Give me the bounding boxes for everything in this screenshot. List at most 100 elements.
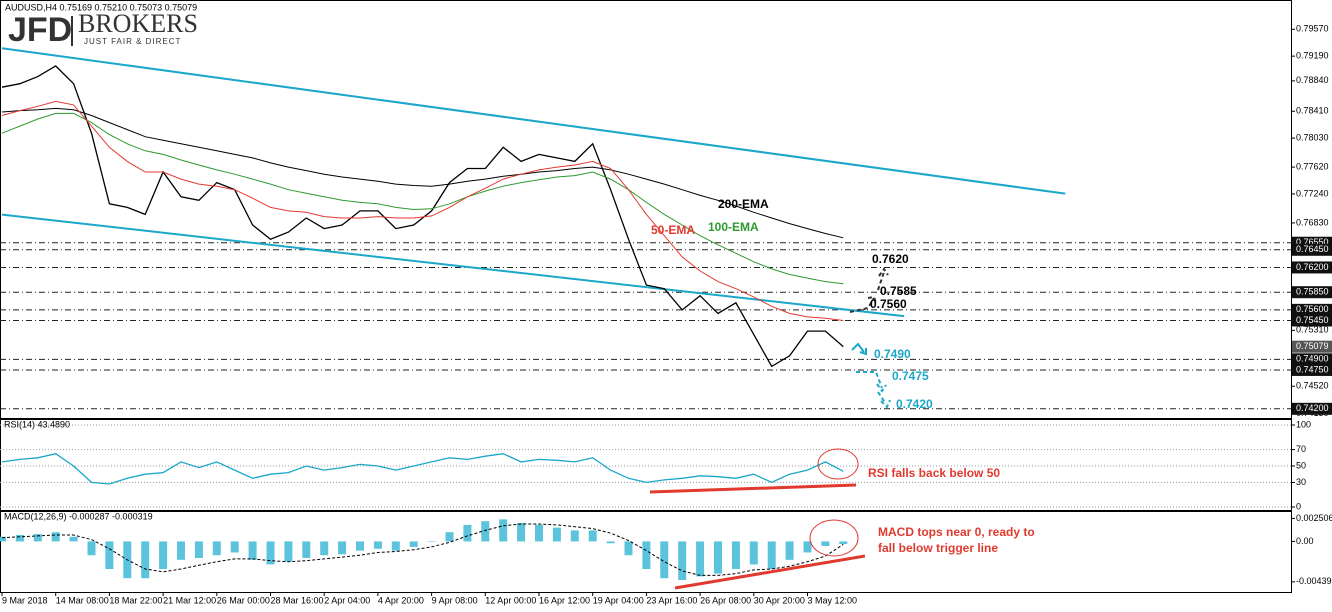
histogram-bar: [105, 541, 114, 570]
y-tick-label: 0.79190: [1296, 51, 1329, 61]
y-tick-label: 30: [1296, 477, 1306, 487]
histogram-bar: [606, 541, 615, 544]
histogram-bar: [642, 541, 651, 570]
histogram-bar: [230, 541, 239, 553]
histogram-bar: [821, 541, 830, 547]
macd-annotation: MACD tops near 0, ready to: [878, 525, 1035, 539]
histogram-bar: [302, 541, 311, 558]
histogram-bar: [552, 527, 561, 542]
macd-trendline: [674, 554, 866, 590]
histogram-bar: [535, 524, 543, 542]
x-tick-label: 12 Apr 00:00: [485, 595, 536, 605]
logo-tagline: JUST FAIR & DIRECT: [84, 37, 181, 46]
channel-line: [1, 213, 905, 318]
histogram-bar: [15, 534, 24, 542]
ema200-label: 200-EMA: [718, 197, 769, 211]
price-line: [1, 65, 844, 368]
histogram-bar: [517, 523, 526, 542]
last-price-box: [1292, 340, 1332, 353]
y-tick-label: 0.78410: [1296, 106, 1329, 116]
histogram-bar: [427, 541, 436, 542]
y-tick-label: 100: [1296, 419, 1311, 429]
histogram-bar: [338, 541, 347, 555]
level-box: [1292, 402, 1332, 415]
histogram-bar: [69, 536, 78, 542]
histogram-bar: [696, 541, 705, 577]
histogram-bar: [445, 532, 454, 542]
price-panel: [0, 0, 1292, 419]
x-tick-label: 18 Mar 22:00: [109, 595, 162, 605]
y-tick-label: 0.74520: [1296, 381, 1329, 391]
series-line: [1, 100, 844, 321]
y-tick-label: 50: [1296, 460, 1306, 470]
signal-line: [1, 523, 844, 576]
x-tick-label: 21 Mar 12:00: [163, 595, 216, 605]
level-box: [1292, 261, 1332, 274]
channel-line: [1, 47, 1066, 195]
histogram-bar: [624, 541, 633, 556]
arrow-down-3: [877, 391, 891, 409]
level-label: 0.75850: [1296, 287, 1329, 297]
y-tick-label: 0: [1296, 501, 1301, 511]
scenario-label: 0.7475: [892, 369, 929, 383]
arrow-up-2: [877, 267, 889, 291]
histogram-bar: [194, 541, 203, 558]
histogram-bar: [785, 541, 794, 560]
y-tick-label: 0.76830: [1296, 217, 1329, 227]
level-box: [1292, 243, 1332, 256]
level-box: [1292, 353, 1332, 366]
histogram-bar: [284, 541, 293, 562]
histogram-bar: [373, 541, 382, 549]
histogram-bar: [409, 541, 418, 547]
level-label: 0.76450: [1296, 244, 1329, 254]
y-tick-label: -0.004396: [1296, 576, 1332, 586]
x-tick-label: 16 Apr 12:00: [539, 595, 590, 605]
y-tick-label: 0.77620: [1296, 161, 1329, 171]
histogram-bar: [51, 532, 60, 542]
x-tick-label: 3 May 12:00: [808, 595, 858, 605]
level-label: 0.76550: [1296, 237, 1329, 247]
arrow-up-1: [849, 295, 877, 313]
histogram-bar: [33, 534, 42, 542]
histogram-bar: [177, 541, 185, 560]
level-box: [1292, 314, 1332, 327]
histogram-bar: [481, 521, 490, 542]
histogram-bar: [570, 530, 579, 542]
y-tick-label: 0.75310: [1296, 325, 1329, 335]
macd-circle: [809, 519, 859, 557]
y-tick-label: 0.00: [1296, 536, 1314, 546]
x-tick-label: 4 Apr 20:00: [378, 595, 424, 605]
rsi-annotation: RSI falls back below 50: [868, 466, 1000, 480]
histogram-bar: [660, 541, 669, 579]
histogram-bar: [463, 524, 472, 542]
y-tick-label: 0.002506: [1296, 513, 1332, 523]
plot-layer: 0.79570 0.79190 0.78840 0.78410 0.78030 0.776…: [0, 24, 1332, 605]
level-box: [1292, 286, 1332, 299]
x-tick-label: 30 Apr 20:00: [754, 595, 805, 605]
level-label: 0.74750: [1296, 364, 1329, 374]
x-tick-label: 14 Mar 08:00: [56, 595, 109, 605]
rsi-panel: [0, 419, 1292, 511]
histogram-bar: [839, 541, 848, 545]
rsi-trendline: [649, 483, 857, 494]
histogram-bar: [248, 541, 257, 560]
histogram-bar: [0, 536, 6, 542]
level-box: [1292, 363, 1332, 376]
rsi-circle: [817, 448, 859, 480]
logo-left: JFD: [8, 11, 72, 49]
histogram-bar: [714, 541, 722, 574]
histogram-bar: [588, 530, 597, 542]
ema100-label: 100-EMA: [708, 220, 759, 234]
scenario-label: 0.7560: [870, 297, 907, 311]
macd-title: MACD(12,26,9) -0.000287 -0.000319: [4, 511, 153, 521]
arrow-down-2: [856, 371, 887, 393]
y-tick-label: 0.78840: [1296, 75, 1329, 85]
x-tick-label: 28 Mar 16:00: [271, 595, 324, 605]
symbol-line: AUDUSD,H4 0.75169 0.75210 0.75073 0.7507…: [5, 2, 197, 12]
x-tick-label: 9 Apr 08:00: [432, 595, 478, 605]
arrow-down-1: [851, 342, 867, 356]
histogram-bar: [356, 541, 364, 551]
y-tick-label: 0.79570: [1296, 24, 1329, 34]
